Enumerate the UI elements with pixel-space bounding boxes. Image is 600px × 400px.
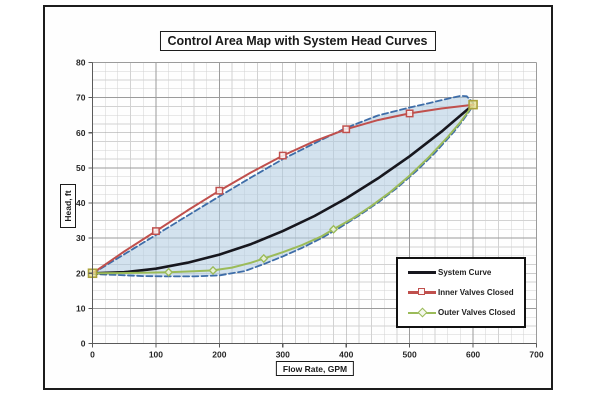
svg-text:10: 10 bbox=[76, 303, 86, 313]
svg-text:80: 80 bbox=[76, 58, 86, 68]
svg-text:20: 20 bbox=[76, 268, 86, 278]
svg-text:60: 60 bbox=[76, 128, 86, 138]
svg-text:70: 70 bbox=[76, 93, 86, 103]
square-marker-icon bbox=[418, 288, 425, 296]
svg-text:30: 30 bbox=[76, 233, 86, 243]
system-curve-line-swatch bbox=[408, 268, 436, 277]
legend-label: System Curve bbox=[438, 267, 492, 277]
svg-text:600: 600 bbox=[466, 350, 480, 360]
svg-text:50: 50 bbox=[76, 163, 86, 173]
inner-valves-line-swatch bbox=[408, 288, 436, 297]
chart-canvas: 0 100 200 300 400 500 600 700 0 10 20 30 40 50 60 70 80 … bbox=[45, 7, 550, 387]
svg-text:500: 500 bbox=[403, 350, 417, 360]
chart-title: Control Area Map with System Head Curves bbox=[159, 31, 436, 51]
svg-text:0: 0 bbox=[81, 339, 86, 349]
x-axis-label: Flow Rate, GPM bbox=[275, 361, 355, 376]
legend-item-inner-valves: Inner Valves Closed bbox=[408, 284, 520, 300]
svg-text:0: 0 bbox=[90, 350, 95, 360]
svg-text:300: 300 bbox=[276, 350, 290, 360]
legend-item-system-curve: System Curve bbox=[408, 264, 520, 280]
chart-frame: 0 100 200 300 400 500 600 700 0 10 20 30 40 50 60 70 80 … bbox=[43, 5, 553, 390]
diamond-marker-icon bbox=[417, 307, 427, 318]
y-axis-label: Head, ft bbox=[60, 184, 76, 228]
svg-text:700: 700 bbox=[529, 350, 543, 360]
svg-text:200: 200 bbox=[212, 350, 226, 360]
svg-text:400: 400 bbox=[339, 350, 353, 360]
plot-area: 0 100 200 300 400 500 600 700 0 10 20 30 40 50 60 70 80 bbox=[76, 58, 544, 360]
legend-item-outer-valves: Outer Valves Closed bbox=[408, 305, 520, 321]
legend-label: Inner Valves Closed bbox=[438, 287, 514, 297]
svg-text:40: 40 bbox=[76, 198, 86, 208]
legend: System Curve Inner Valves Closed Outer V… bbox=[396, 257, 526, 328]
svg-text:100: 100 bbox=[149, 350, 163, 360]
outer-valves-line-swatch bbox=[408, 307, 436, 318]
legend-label: Outer Valves Closed bbox=[438, 308, 516, 318]
